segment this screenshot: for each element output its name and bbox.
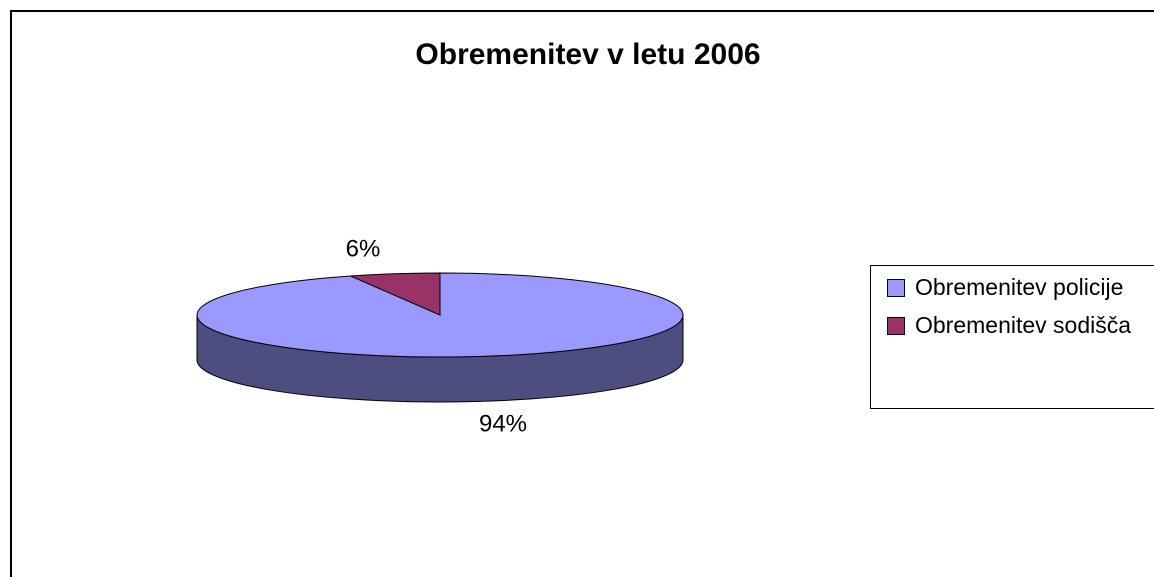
data-label: 94%	[479, 410, 527, 437]
pie-slice	[350, 272, 441, 316]
legend-label: Obremenitev sodišča	[915, 312, 1132, 338]
chart-frame	[10, 10, 1154, 577]
chart-title: Obremenitev v letu 2006	[415, 38, 760, 71]
legend-swatch	[887, 317, 905, 335]
legend-item: Obremenitev policije	[887, 272, 1154, 303]
legend-item: Obremenitev sodišča	[887, 310, 1154, 341]
data-label: 6%	[346, 235, 381, 262]
legend-swatch	[887, 279, 905, 297]
legend-label: Obremenitev policije	[915, 274, 1124, 300]
legend: Obremenitev policije Obremenitev sodišča	[870, 265, 1154, 409]
